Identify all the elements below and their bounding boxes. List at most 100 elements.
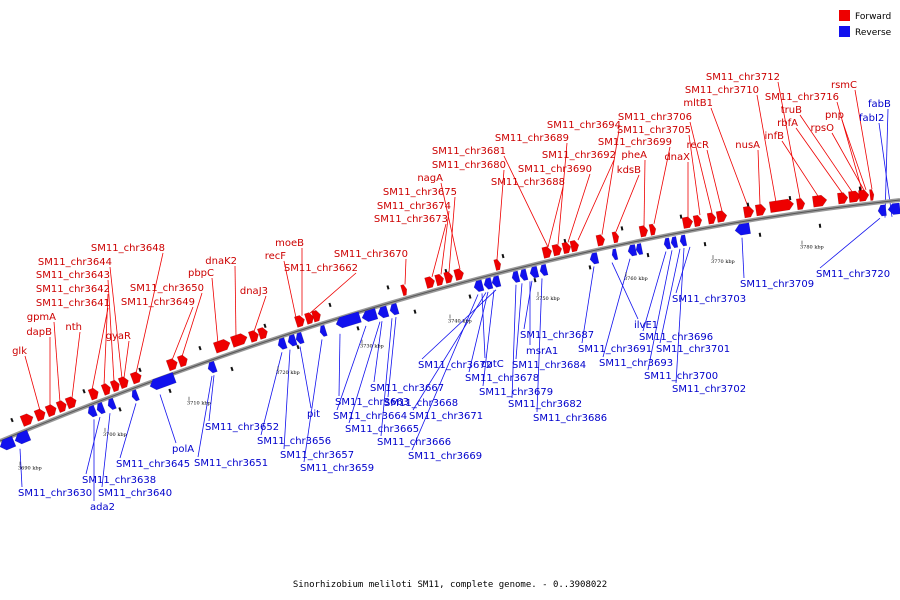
- reverse-connector-39: [884, 108, 889, 218]
- reverse-gene-label: SM11_chr3652: [205, 422, 279, 433]
- reverse-gene-26: [635, 242, 644, 256]
- reverse-connector-29: [581, 266, 595, 344]
- reverse-connector-37: [741, 237, 745, 279]
- reverse-connector-34: [659, 248, 681, 344]
- forward-connector-25: [547, 186, 564, 248]
- minor-tick-4: [168, 388, 172, 394]
- reverse-gene-label: SM11_chr3684: [512, 360, 586, 371]
- reverse-gene-1: [14, 429, 32, 445]
- forward-connector-28: [577, 159, 615, 241]
- forward-gene-19: [400, 284, 408, 297]
- reverse-gene-label: SM11_chr3720: [816, 269, 890, 280]
- minor-tick-23: [746, 202, 750, 207]
- reverse-connector-28: [523, 280, 533, 330]
- reverse-gene-label: SM11_chr3702: [672, 384, 746, 395]
- tick-label-3: 3720 kbp: [276, 370, 300, 376]
- tick-8: 3770 kbp: [711, 255, 735, 265]
- reverse-gene-10: [295, 331, 305, 345]
- forward-gene-29: [595, 234, 606, 247]
- forward-connector-41: [781, 140, 819, 197]
- forward-gene-label: dnaK2: [205, 256, 237, 267]
- tick-labels: 3690 kbp 3700 kbp 3710 kbp 3720 kbp 3730 kbp…: [18, 240, 824, 472]
- reverse-gene-30: [734, 222, 751, 236]
- reverse-gene-label: SM11_chr3686: [533, 413, 607, 424]
- forward-connector-6: [107, 279, 115, 382]
- tick-label-6: 3750 kbp: [536, 296, 560, 302]
- reverse-gene-label: SM11_chr3703: [672, 294, 746, 305]
- legend-forward-label: Forward: [855, 12, 891, 22]
- tick-label-5: 3740 kbp: [448, 318, 472, 324]
- reverse-gene-15: [389, 302, 400, 316]
- forward-gene-label: SM11_chr3675: [383, 187, 457, 198]
- forward-gene-15: [256, 327, 268, 340]
- reverse-gene-label: SM11_chr3709: [740, 279, 814, 290]
- forward-gene-24: [493, 258, 502, 271]
- forward-connector-5: [103, 293, 109, 386]
- minor-tick-20: [646, 252, 650, 258]
- forward-gene-22: [443, 271, 453, 284]
- forward-connector-14: [253, 295, 267, 332]
- forward-gene-label: SM11_chr3642: [36, 284, 110, 295]
- forward-gene-21: [434, 273, 444, 287]
- minor-tick-15: [501, 253, 505, 259]
- minor-tick-14: [468, 294, 472, 299]
- forward-gene-label: SM11_chr3694: [547, 120, 621, 131]
- reverse-gene-18: [491, 275, 502, 288]
- forward-gene-45: [869, 189, 875, 201]
- reverse-gene-label: SM11_chr3665: [345, 424, 419, 435]
- reverse-gene-label: SM11_chr3687: [520, 330, 594, 341]
- forward-gene-35: [706, 212, 717, 225]
- forward-connector-35: [689, 121, 713, 213]
- forward-connector-7: [109, 266, 123, 379]
- minor-tick-25: [788, 195, 792, 201]
- reverse-connector-25: [515, 283, 523, 360]
- legend-swatch-forward: [839, 10, 850, 21]
- forward-connector-39: [756, 94, 777, 203]
- forward-gene-label: SM11_chr3689: [495, 133, 569, 144]
- reverse-gene-label: msrA1: [526, 346, 558, 357]
- reverse-gene-label: ada2: [90, 502, 115, 513]
- tick-2: 3710 kbp: [187, 396, 211, 407]
- minor-tick-1: [82, 388, 86, 394]
- forward-gene-label: gpmA: [27, 312, 56, 323]
- minor-tick-26: [818, 223, 822, 228]
- reverse-connector-36: [675, 246, 691, 294]
- forward-gene-label: SM11_chr3648: [91, 243, 165, 254]
- forward-connector-40: [777, 81, 801, 199]
- forward-gene-label: SM11_chr3674: [377, 201, 451, 212]
- forward-connector-34: [688, 134, 701, 216]
- reverse-gene-label: SM11_chr3671: [409, 411, 483, 422]
- minor-tick-11: [386, 285, 390, 290]
- reverse-connector-22: [468, 291, 489, 373]
- reverse-gene-29: [679, 234, 688, 247]
- reverse-connector-7: [208, 375, 215, 422]
- forward-gene-6: [100, 383, 111, 396]
- forward-gene-label: pnp: [825, 110, 844, 121]
- reverse-gene-label: fabI2: [859, 113, 884, 124]
- reverse-connector-6: [197, 375, 213, 458]
- minor-tick-27: [858, 186, 862, 191]
- forward-gene-label: SM11_chr3699: [598, 137, 672, 148]
- reverse-gene-6: [149, 372, 177, 391]
- forward-gene-30: [611, 231, 620, 244]
- minor-tick-24: [758, 232, 762, 237]
- forward-gene-34: [692, 214, 703, 228]
- forward-gene-26: [551, 243, 563, 257]
- genome-backbone-highlight: [0, 199, 900, 442]
- minor-tick-5: [198, 345, 202, 351]
- forward-gene-label: moeB: [275, 238, 304, 249]
- forward-gene-label: SM11_chr3692: [542, 150, 616, 161]
- reverse-gene-label: SM11_chr3651: [194, 458, 268, 469]
- forward-gene-label: recF: [265, 251, 287, 262]
- forward-gene-37: [742, 205, 755, 219]
- forward-gene-38: [754, 203, 767, 217]
- forward-gene-36: [715, 210, 728, 223]
- forward-gene-label: recR: [687, 140, 710, 151]
- gene-features: [0, 189, 900, 451]
- reverse-gene-label: ilvE1: [634, 320, 658, 331]
- forward-gene-label: glk: [12, 346, 27, 357]
- forward-connector-19: [431, 223, 447, 277]
- minor-ticks: [10, 186, 862, 423]
- forward-gene-label: SM11_chr3688: [491, 177, 565, 188]
- reverse-gene-4: [107, 397, 117, 411]
